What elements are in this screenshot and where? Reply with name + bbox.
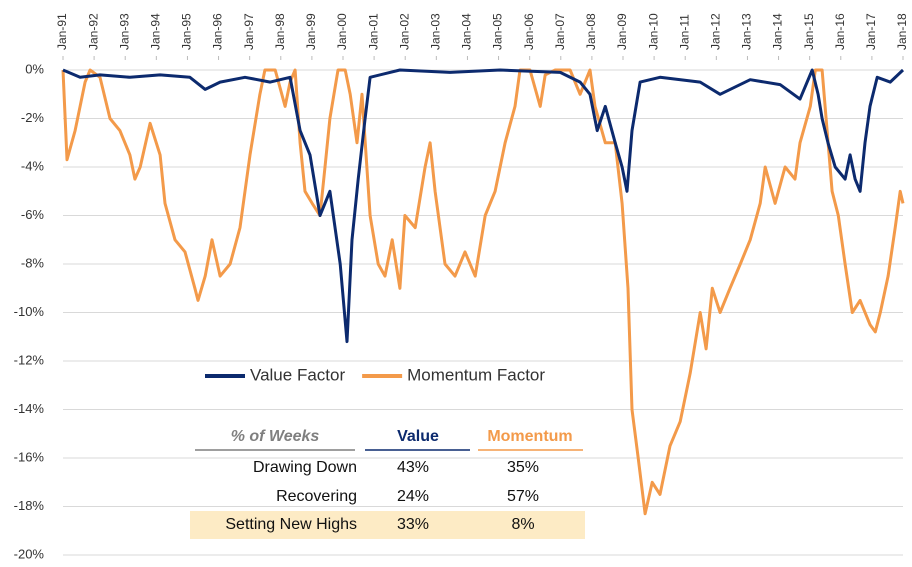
y-tick-label: -10% [14,304,45,319]
x-tick-label: Jan-11 [677,14,691,50]
x-tick-label: Jan-13 [740,13,754,50]
series-line [62,68,905,344]
x-tick-label: Jan-06 [522,13,536,50]
x-tick-label: Jan-03 [429,13,443,50]
y-tick-label: -16% [14,449,45,464]
x-tick-label: Jan-12 [709,13,723,50]
x-tick-label: Jan-94 [149,13,163,50]
y-tick-label: -4% [21,158,45,173]
y-tick-label: -6% [21,207,45,222]
y-tick-label: -20% [14,546,45,561]
cell-value: 33% [397,516,429,533]
x-tick-label: Jan-02 [397,13,411,50]
x-tick-label: Jan-17 [864,13,878,50]
x-tick-label: Jan-08 [584,13,598,50]
cell-value: 8% [511,516,534,533]
table-header: Momentum [487,428,572,445]
x-tick-label: Jan-07 [553,13,567,50]
x-tick-label: Jan-91 [55,13,69,50]
table-header: Value [397,428,439,445]
x-tick-label: Jan-93 [117,13,131,50]
cell-value: 35% [507,459,539,476]
x-tick-label: Jan-15 [802,13,816,50]
series-line [61,68,905,516]
legend-label: Value Factor [250,365,345,384]
x-tick-label: Jan-99 [304,13,318,50]
y-tick-label: 0% [25,61,44,76]
x-tick-label: Jan-98 [273,13,287,50]
highlight-row [190,511,585,539]
cell-value: 57% [507,488,539,505]
x-tick-label: Jan-04 [460,13,474,50]
x-tick-label: Jan-18 [895,13,909,50]
cell-value: 43% [397,459,429,476]
x-tick-label: Jan-10 [646,13,660,50]
cell-value: 24% [397,488,429,505]
x-tick-label: Jan-16 [833,13,847,50]
y-tick-label: -18% [14,498,45,513]
y-tick-label: -12% [14,352,45,367]
x-tick-label: Jan-97 [242,13,256,50]
y-tick-label: -8% [21,255,45,270]
x-tick-label: Jan-05 [491,13,505,50]
x-tick-label: Jan-09 [615,13,629,50]
x-tick-label: Jan-01 [366,13,380,50]
row-label: Recovering [276,488,357,505]
x-tick-label: Jan-00 [335,13,349,50]
y-tick-label: -14% [14,401,45,416]
row-label: Drawing Down [253,459,357,476]
legend-label: Momentum Factor [407,365,545,384]
row-label: Setting New Highs [225,516,357,533]
x-tick-label: Jan-96 [211,13,225,50]
y-tick-label: -2% [21,110,45,125]
x-tick-label: Jan-14 [771,13,785,50]
table-header: % of Weeks [231,428,320,445]
x-tick-label: Jan-92 [86,13,100,50]
x-tick-label: Jan-95 [180,13,194,50]
